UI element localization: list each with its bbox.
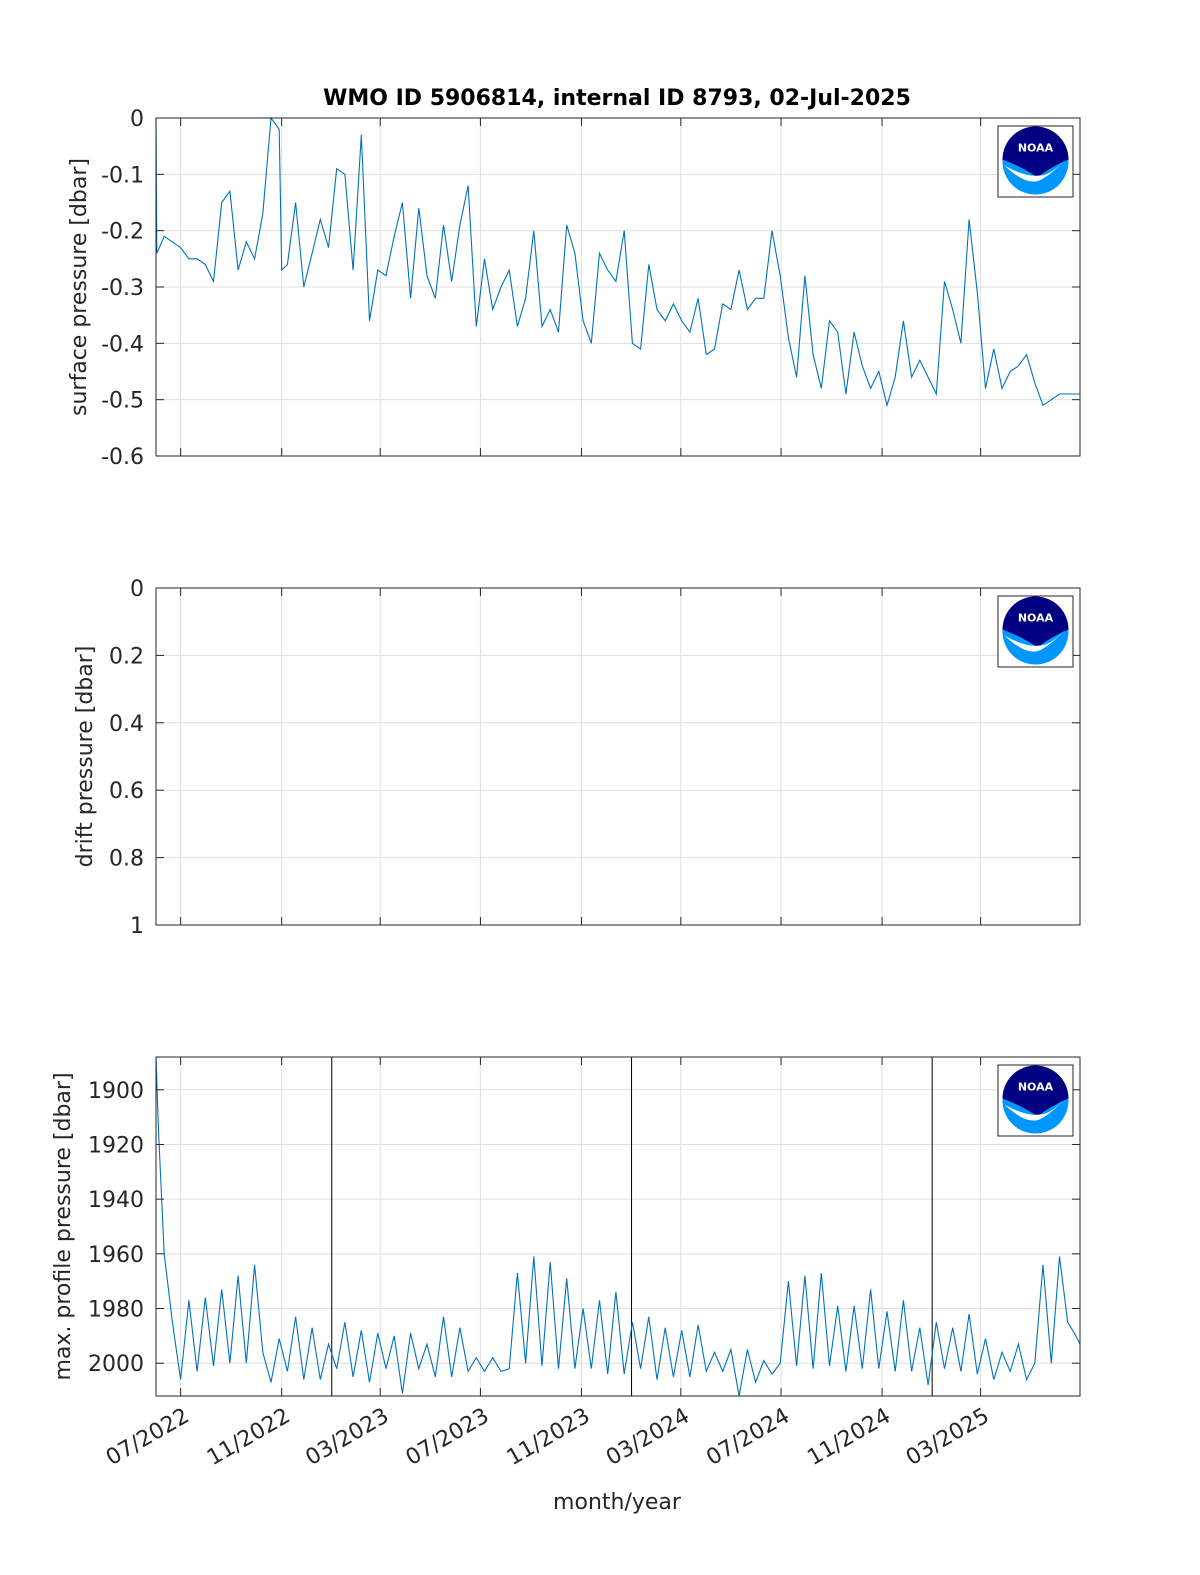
y-tick-label-1-3: 0.6: [109, 779, 144, 804]
noaa-logo-icon: NOAA: [997, 1064, 1074, 1137]
grid-drift-pressure: [156, 587, 1080, 926]
noaa-logos: NOAA NOAA NOAA: [997, 125, 1074, 1137]
x-tick-label-1: 11/2022: [203, 1404, 295, 1471]
grid-max-profile-pressure: [156, 1057, 1080, 1396]
axes-drift-pressure: 0 0.2 0.4 0.6 0.8 1 drift pressure [dbar]: [73, 577, 1081, 939]
y-tick-label-0-4: -0.2: [101, 220, 144, 245]
y-tick-label-2-1: 1920: [88, 1133, 144, 1158]
series-max-profile-pressure: [155, 1056, 1081, 1397]
noaa-logo-icon: NOAA: [997, 125, 1074, 198]
ticks-drift-pressure: 0 0.2 0.4 0.6 0.8 1: [109, 577, 1080, 939]
y-tick-label-1-4: 0.8: [109, 847, 144, 872]
noaa-logo-text: NOAA: [1018, 1081, 1054, 1094]
series-surface-pressure: [155, 116, 1080, 408]
ylabel-surface-pressure: surface pressure [dbar]: [67, 158, 92, 416]
y-tick-label-1-1: 0.2: [109, 644, 144, 669]
axes-max-profile-pressure: 1900 1920 1940 1960 1980 2000 max. profile pr…: [51, 1056, 1081, 1397]
x-tick-label-0: 07/2022: [102, 1404, 194, 1471]
x-tick-label-8: 03/2025: [902, 1404, 994, 1471]
x-tick-label-5: 03/2024: [602, 1404, 694, 1471]
x-tick-label-7: 11/2024: [803, 1404, 895, 1471]
chart-title: WMO ID 5906814, internal ID 8793, 02-Jul…: [323, 86, 911, 111]
x-tick-labels: 07/2022 11/2022 03/2023 07/2023 11/2023 03/20…: [102, 1404, 994, 1471]
y-tick-label-0-2: -0.4: [101, 332, 144, 357]
x-tick-label-6: 07/2024: [702, 1404, 794, 1471]
noaa-logo-text: NOAA: [1018, 612, 1054, 625]
y-tick-label-0-5: -0.1: [101, 163, 144, 188]
y-tick-label-0-6: 0: [130, 107, 144, 132]
y-tick-label-0-0: -0.6: [101, 445, 144, 470]
ylabel-max-profile-pressure: max. profile pressure [dbar]: [51, 1072, 76, 1380]
y-tick-label-0-3: -0.3: [101, 276, 144, 301]
ylabel-drift-pressure: drift pressure [dbar]: [73, 646, 98, 868]
noaa-logo-text: NOAA: [1018, 142, 1054, 155]
frame-max-profile-pressure: [155, 1056, 1081, 1397]
grid-surface-pressure: [156, 117, 1080, 457]
noaa-logo-icon: NOAA: [997, 595, 1074, 668]
y-tick-label-0-1: -0.5: [101, 389, 144, 414]
y-tick-label-2-4: 1980: [88, 1298, 144, 1323]
y-tick-label-1-2: 0.4: [109, 712, 144, 737]
ticks-max-profile-pressure: 1900 1920 1940 1960 1980 2000: [88, 1057, 1080, 1396]
x-axis-label: month/year: [553, 1490, 682, 1515]
y-tick-label-1-0: 0: [130, 577, 144, 602]
vertical-lines-max-profile-pressure: [331, 1057, 933, 1396]
x-tick-label-4: 11/2023: [503, 1404, 595, 1471]
x-tick-label-2: 03/2023: [302, 1404, 394, 1471]
y-tick-label-2-3: 1960: [88, 1243, 144, 1268]
ticks-surface-pressure: -0.6 -0.5 -0.4 -0.3 -0.2 -0.1 0: [101, 107, 1080, 470]
y-tick-label-2-5: 2000: [88, 1352, 144, 1377]
axes-surface-pressure: -0.6 -0.5 -0.4 -0.3 -0.2 -0.1 0 surface pressu…: [67, 107, 1081, 470]
y-tick-label-2-0: 1900: [88, 1079, 144, 1104]
y-tick-label-2-2: 1940: [88, 1188, 144, 1213]
y-tick-label-1-5: 1: [130, 914, 144, 939]
frame-drift-pressure: [155, 587, 1081, 926]
x-tick-label-3: 07/2023: [402, 1404, 494, 1471]
